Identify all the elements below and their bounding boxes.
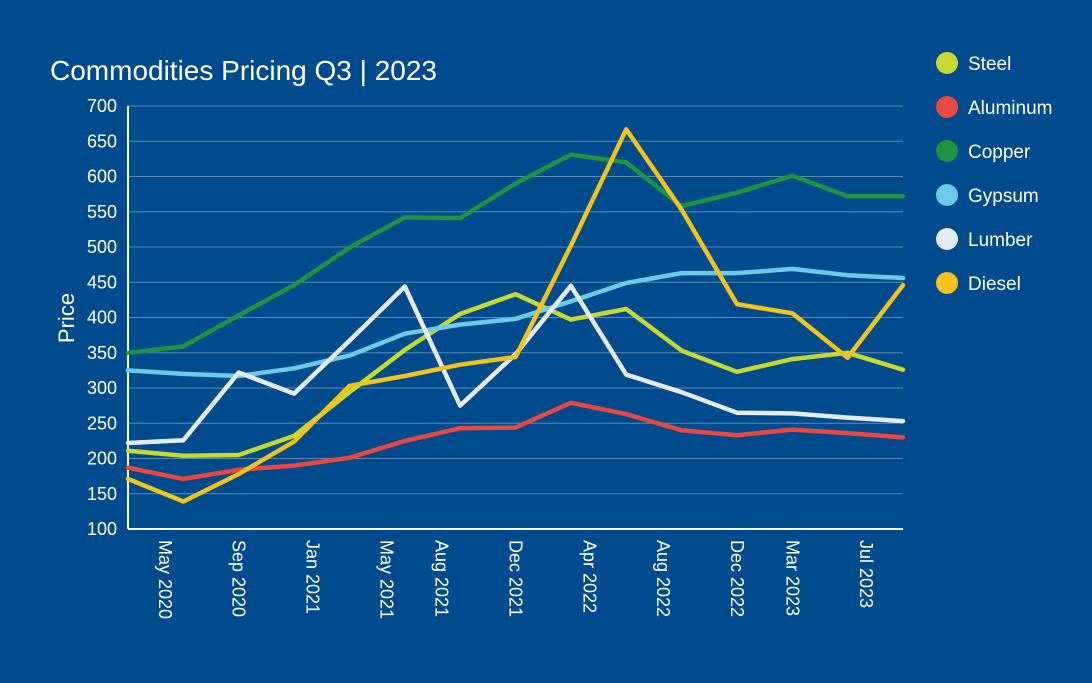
y-tick-label: 400: [87, 308, 117, 328]
y-tick-label: 600: [87, 167, 117, 187]
y-tick-label: 200: [87, 449, 117, 469]
series-line-diesel: [125, 127, 906, 504]
x-tick-label: Aug 2021: [432, 540, 452, 617]
x-tick-label: Aug 2022: [653, 540, 673, 617]
x-tick-labels: May 2020 Sep 2020 Jan 2021 May 2021 Aug 2021…: [155, 540, 876, 619]
x-tick-label: Dec 2022: [727, 540, 747, 617]
series-line-gypsum: [125, 266, 906, 379]
y-axis-label: Price: [54, 293, 79, 343]
y-tick-label: 650: [87, 131, 117, 151]
x-tick-label: Jul 2023: [856, 540, 876, 608]
series-lines: [125, 127, 906, 504]
legend-marker-aluminum[interactable]: [936, 96, 958, 118]
y-tick-label: 100: [87, 519, 117, 539]
y-tick-label: 300: [87, 378, 117, 398]
legend-label-diesel[interactable]: Diesel: [968, 274, 1021, 295]
x-tick-label: May 2021: [376, 540, 396, 619]
y-tick-label: 450: [87, 272, 117, 292]
series-line-copper: [125, 152, 906, 356]
x-tick-label: Apr 2022: [579, 540, 599, 613]
legend: Steel Aluminum Copper Gypsum Lumber Diesel: [936, 52, 1052, 295]
y-tick-labels: 100 150 200 250 300 350 400 450 500 550 600 650 700: [87, 96, 117, 539]
legend-label-gypsum[interactable]: Gypsum: [968, 186, 1039, 207]
gridlines: [128, 105, 903, 495]
series-line-steel: [125, 291, 906, 458]
legend-marker-diesel[interactable]: [936, 272, 958, 294]
legend-label-aluminum[interactable]: Aluminum: [968, 98, 1052, 119]
x-tick-label: May 2020: [155, 540, 175, 619]
x-tick-label: Mar 2023: [782, 540, 802, 616]
legend-marker-steel[interactable]: [936, 52, 958, 74]
y-tick-label: 250: [87, 413, 117, 433]
legend-label-lumber[interactable]: Lumber: [968, 230, 1033, 251]
series-line-aluminum: [125, 400, 906, 482]
legend-marker-lumber[interactable]: [936, 228, 958, 250]
y-tick-label: 550: [87, 202, 117, 222]
x-tick-label: Dec 2021: [506, 540, 526, 617]
y-tick-label: 350: [87, 343, 117, 363]
y-tick-label: 700: [87, 96, 117, 116]
chart-title: Commodities Pricing Q3 | 2023: [50, 55, 437, 86]
x-tick-label: Sep 2020: [229, 540, 249, 617]
y-tick-label: 150: [87, 484, 117, 504]
legend-marker-gypsum[interactable]: [936, 184, 958, 206]
legend-marker-copper[interactable]: [936, 140, 958, 162]
axes: [127, 106, 903, 530]
y-tick-label: 500: [87, 237, 117, 257]
legend-label-steel[interactable]: Steel: [968, 54, 1011, 75]
legend-label-copper[interactable]: Copper: [968, 142, 1031, 163]
series-line-lumber: [125, 283, 906, 446]
x-tick-label: Jan 2021: [303, 540, 323, 614]
